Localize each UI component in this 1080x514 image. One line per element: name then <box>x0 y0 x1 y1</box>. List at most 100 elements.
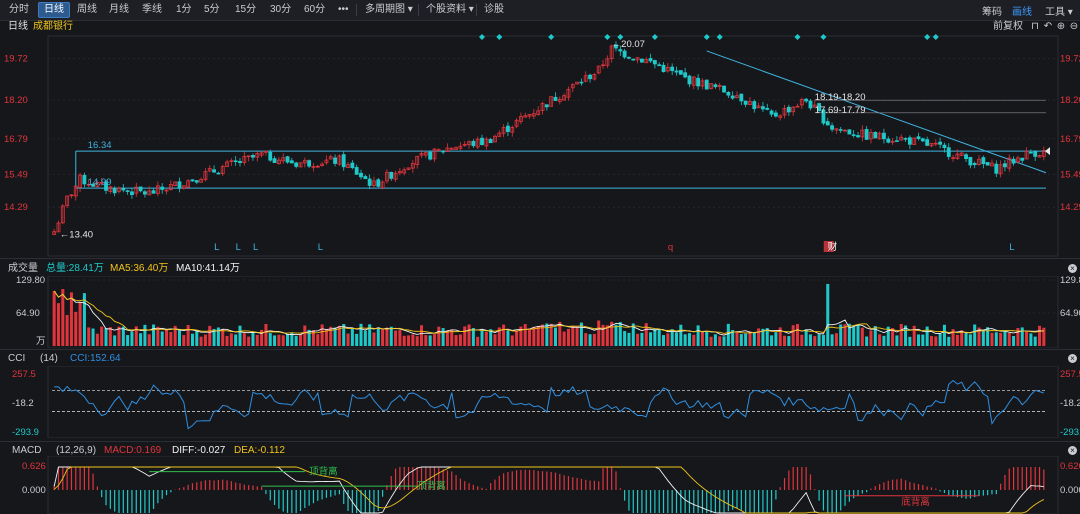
volume-bar <box>337 325 341 346</box>
draw-line-button[interactable]: 画线 <box>1012 7 1032 18</box>
close-icon[interactable]: × <box>1068 446 1077 455</box>
candle-body <box>69 194 74 197</box>
candle-body <box>372 180 376 186</box>
candle-body <box>717 85 722 87</box>
caret-down-icon: ▾ <box>468 4 474 15</box>
tab-weekly[interactable]: 周线 <box>77 4 97 15</box>
stock-profile-label: 个股资料 <box>426 4 466 15</box>
candle-body <box>799 99 804 106</box>
volume-bar <box>372 332 376 346</box>
volume-bar <box>108 327 112 346</box>
signal-diamond-marker <box>716 34 723 40</box>
candle-body <box>782 108 787 116</box>
volume-bar <box>251 332 255 346</box>
price-annotation: 17.69-17.79 <box>815 105 866 116</box>
volume-bar <box>199 336 203 346</box>
panel-divider <box>0 441 1080 442</box>
multi-period-menu[interactable]: 多周期图 ▾ <box>360 3 418 17</box>
candle-body <box>1003 163 1007 168</box>
chips-button[interactable]: 筹码 <box>982 7 1002 18</box>
tab-1min[interactable]: 1分 <box>176 4 192 15</box>
tab-monthly[interactable]: 月线 <box>109 4 129 15</box>
candle-body <box>130 191 134 196</box>
candle-body <box>1041 150 1046 157</box>
candle-body <box>588 74 592 80</box>
undo-icon[interactable]: ↶ <box>1043 21 1053 32</box>
candle-body <box>255 153 260 158</box>
candle-body <box>769 110 774 115</box>
candle-body <box>1007 157 1012 169</box>
tools-menu[interactable]: 工具 ▾ <box>1045 3 1073 18</box>
candle-body <box>493 135 497 143</box>
volume-bar <box>298 334 303 346</box>
close-icon[interactable]: × <box>1068 354 1077 363</box>
stock-profile-menu[interactable]: 个股资料 ▾ <box>421 3 479 17</box>
candle-body <box>687 75 692 85</box>
y-tick-label-left: 16.79 <box>4 134 28 145</box>
cci-chart[interactable]: 257.5 257.5 -18.2 -18.2 -293.9 -293.9 <box>0 366 1080 438</box>
tab-30min[interactable]: 30分 <box>270 4 292 15</box>
volume-chart[interactable]: 129.80 129.80 64.90 64.90 万 <box>0 276 1080 348</box>
volume-bar <box>69 292 73 346</box>
candle-body <box>1037 155 1042 158</box>
volume-bar <box>156 326 160 346</box>
volume-bar <box>562 331 566 346</box>
candle-body <box>674 70 679 73</box>
volume-bar <box>549 323 553 346</box>
candle-body <box>177 181 182 189</box>
candle-body <box>341 154 346 168</box>
price-chart[interactable]: 19.72 19.72 18.20 18.20 16.79 16.79 15.49 15.49… <box>0 34 1080 258</box>
more-button[interactable]: ••• <box>338 4 349 15</box>
candle-body <box>817 103 822 112</box>
tab-5min[interactable]: 5分 <box>204 4 220 15</box>
volume-bar <box>368 324 372 346</box>
volume-bar <box>476 336 480 346</box>
candle-body <box>843 129 847 132</box>
tab-15min[interactable]: 15分 <box>235 4 257 15</box>
candle-body <box>147 190 152 196</box>
volume-bar <box>757 328 761 346</box>
tab-60min[interactable]: 60分 <box>304 4 326 15</box>
signal-diamond-marker <box>703 34 710 40</box>
macd-value: MACD:0.169 <box>104 445 162 456</box>
adjust-toggle[interactable]: 前复权 <box>993 21 1023 32</box>
volume-bar <box>268 333 272 346</box>
candle-body <box>838 129 843 131</box>
volume-bar <box>286 334 290 346</box>
zoom-out-icon[interactable]: ⊖ <box>1069 21 1079 32</box>
candle-body <box>350 162 355 169</box>
candle-body <box>298 162 303 168</box>
candle-body <box>1024 150 1029 160</box>
zoom-in-icon[interactable]: ⊕ <box>1056 21 1066 32</box>
close-icon[interactable]: × <box>1068 264 1077 273</box>
tab-quarterly[interactable]: 季线 <box>142 4 162 15</box>
trend-line <box>706 50 1047 174</box>
candle-body <box>82 174 87 185</box>
diagnose-button[interactable]: 诊股 <box>484 4 504 15</box>
lock-icon[interactable]: ⊓ <box>1031 21 1039 32</box>
volume-bar <box>489 329 493 346</box>
volume-bar <box>553 327 557 346</box>
candle-body <box>207 167 212 172</box>
candle-body <box>929 142 934 147</box>
candle-body <box>73 185 78 197</box>
candle-body <box>445 147 450 152</box>
price-annotation: 16.34 <box>88 140 112 151</box>
volume-bar <box>480 330 484 346</box>
price-annotation: ←20.07 <box>612 39 645 50</box>
volume-bar <box>65 314 69 346</box>
candle-body <box>363 176 368 180</box>
candle-body <box>756 105 761 109</box>
candle-body <box>449 147 454 150</box>
divergence-label-bottom: 底背离 <box>901 496 930 508</box>
candle-body <box>540 103 545 111</box>
volume-bar <box>415 336 419 346</box>
tab-daily[interactable]: 日线 <box>38 2 70 18</box>
candle-body <box>216 172 221 175</box>
volume-bar <box>411 334 415 346</box>
tab-intraday[interactable]: 分时 <box>9 4 29 15</box>
candle-body <box>484 138 489 147</box>
candle-body <box>389 171 394 179</box>
volume-bar <box>921 334 925 346</box>
